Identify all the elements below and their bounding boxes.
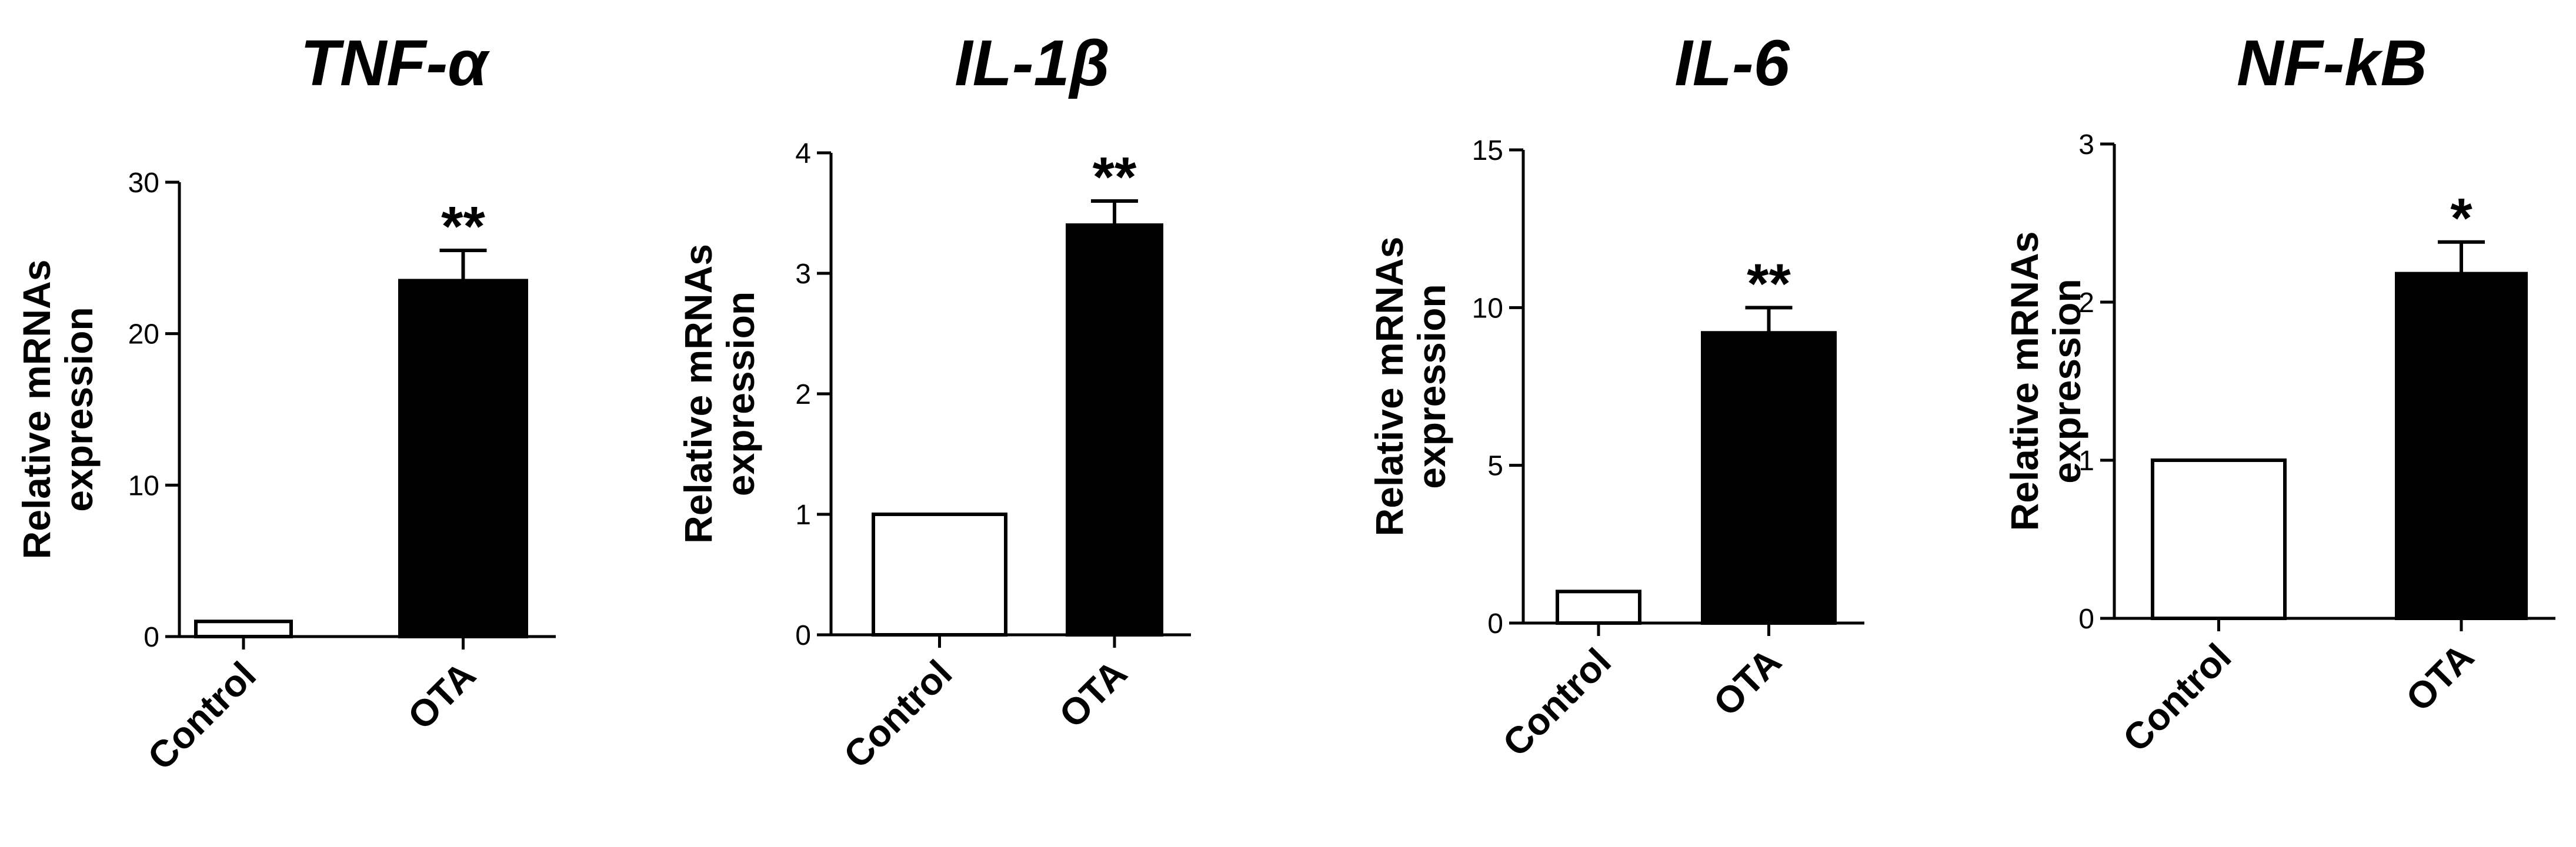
y-axis-label-line: Relative mRNAs [15, 260, 58, 560]
chart-panel-4: NF-kB Relative mRNAsexpression 0 1 2 3 Control… [2003, 27, 2555, 760]
y-tick-label: 0 [1487, 608, 1503, 640]
bar-ota [2395, 272, 2528, 620]
y-axis-label-line: expression [1410, 284, 1453, 489]
significance-marker: ** [1093, 146, 1137, 209]
y-axis-label-line: expression [719, 292, 762, 497]
bar-control [872, 513, 1007, 637]
significance-marker: ** [441, 195, 485, 258]
y-axis-label: Relative mRNAsexpression [15, 260, 101, 560]
significance-marker: ** [1747, 252, 1791, 315]
y-tick-label: 3 [795, 259, 811, 290]
y-tick-label: 0 [795, 620, 811, 651]
y-axis-label-line: Relative mRNAs [676, 244, 720, 544]
bar-ota [1701, 331, 1837, 625]
y-axis-label-line: Relative mRNAs [2003, 232, 2046, 531]
x-tick-label: Control [836, 652, 960, 776]
y-tick-label: 30 [128, 168, 159, 199]
bar-control [2151, 458, 2287, 620]
chart-title: IL-1β [955, 27, 1110, 99]
x-tick-label: Control [2115, 635, 2240, 760]
y-tick-label: 5 [1487, 451, 1503, 482]
y-tick-label: 4 [795, 138, 811, 169]
bar-ota [398, 279, 528, 638]
y-axis-label: Relative mRNAsexpression [2003, 232, 2088, 531]
y-tick-label: 2 [2078, 287, 2094, 319]
chart-title: IL-6 [1674, 27, 1790, 99]
y-tick-label: 10 [1472, 293, 1503, 324]
y-axis-label-line: expression [57, 307, 101, 512]
chart-title: TNF-α [301, 27, 490, 99]
y-axis-label: Relative mRNAsexpression [676, 244, 762, 544]
y-tick-label: 20 [128, 319, 159, 350]
chart-title: NF-kB [2237, 27, 2427, 99]
y-tick-label: 10 [128, 470, 159, 501]
significance-marker: * [2450, 187, 2472, 250]
y-axis-label-line: expression [2045, 279, 2088, 484]
x-tick-label: OTA [399, 654, 483, 738]
x-tick-label: Control [1494, 640, 1619, 765]
x-tick-label: OTA [2398, 635, 2482, 719]
y-tick-label: 2 [795, 379, 811, 410]
y-tick-label: 1 [795, 500, 811, 531]
chart-panel-2: IL-1β Relative mRNAsexpression 0 1 2 3 4 Contro… [676, 27, 1191, 776]
bar-ota [1066, 223, 1163, 637]
y-tick-label: 0 [2078, 604, 2094, 635]
chart-panel-1: TNF-α Relative mRNAsexpression 0 10 20 30 Cont… [15, 27, 556, 778]
y-tick-label: 1 [2078, 446, 2094, 477]
y-axis-label: Relative mRNAsexpression [1367, 237, 1453, 537]
bar-control [1556, 590, 1641, 625]
y-axis-label-line: Relative mRNAs [1367, 237, 1411, 537]
y-tick-label: 0 [144, 622, 159, 653]
x-tick-label: OTA [1705, 640, 1789, 724]
y-tick-label: 3 [2078, 129, 2094, 160]
y-tick-label: 15 [1472, 135, 1503, 166]
x-tick-label: Control [139, 654, 264, 778]
bar-control [194, 620, 293, 638]
x-tick-label: OTA [1051, 652, 1135, 736]
chart-panel-3: IL-6 Relative mRNAsexpression 0 5 10 15 Contro… [1367, 27, 1864, 765]
